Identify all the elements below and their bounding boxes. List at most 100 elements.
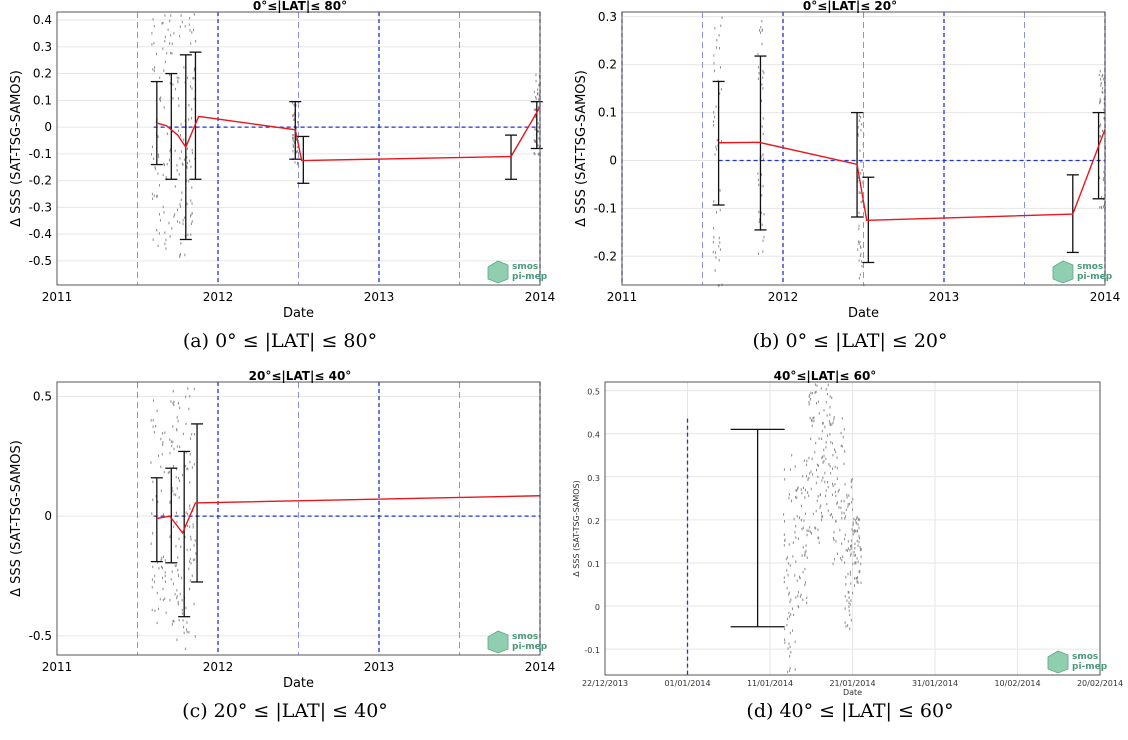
sample-point: [825, 441, 827, 444]
sample-point: [802, 598, 804, 601]
sample-point: [856, 557, 858, 560]
sample-point: [1103, 98, 1105, 101]
sample-point: [720, 139, 722, 143]
sample-point: [169, 500, 171, 503]
sample-point: [758, 183, 760, 187]
sample-point: [815, 390, 817, 394]
chart-title: 20°≤|LAT|≤ 40°: [249, 369, 352, 383]
sample-point: [157, 244, 159, 248]
sample-point: [853, 584, 855, 587]
sample-point: [180, 242, 182, 245]
sample-point: [854, 561, 856, 565]
sample-point: [167, 28, 169, 31]
sample-point: [845, 508, 847, 512]
sample-point: [538, 137, 540, 140]
sample-point: [714, 251, 716, 254]
sample-point: [762, 184, 764, 188]
sample-point: [185, 422, 187, 426]
sample-point: [716, 148, 718, 151]
sample-point: [809, 416, 811, 420]
sample-point: [797, 486, 799, 489]
sample-point: [809, 530, 811, 534]
sample-point: [811, 532, 813, 535]
sample-point: [713, 124, 715, 127]
sample-point: [761, 223, 763, 227]
sample-point: [1103, 77, 1105, 81]
sample-point: [157, 153, 159, 156]
sample-point: [180, 545, 182, 549]
sample-point: [719, 92, 721, 95]
sample-point: [814, 383, 816, 386]
sample-point: [192, 523, 194, 526]
sample-point: [713, 200, 715, 203]
sample-point: [164, 35, 166, 39]
sample-point: [150, 461, 152, 464]
sample-point: [789, 564, 791, 567]
sample-point: [860, 116, 862, 119]
sample-point: [783, 533, 785, 536]
sample-point: [846, 493, 848, 497]
sample-point: [802, 545, 804, 549]
sample-point: [164, 163, 166, 167]
sample-point: [825, 446, 827, 449]
sample-point: [194, 635, 196, 638]
sample-point: [535, 97, 537, 100]
sample-point: [857, 134, 859, 137]
sample-point: [852, 591, 854, 595]
sample-point: [177, 401, 179, 405]
y-tick-label: -0.2: [29, 174, 52, 188]
sample-point: [844, 561, 846, 565]
sample-point: [178, 496, 180, 499]
sample-point: [534, 140, 536, 143]
sample-point: [825, 401, 827, 404]
sample-point: [179, 157, 181, 160]
sample-point: [806, 529, 808, 532]
sample-point: [762, 87, 764, 90]
y-tick-label: -0.2: [594, 249, 617, 263]
sample-point: [816, 384, 818, 387]
sample-point: [801, 491, 803, 495]
sample-point: [297, 120, 299, 124]
sample-point: [159, 597, 161, 601]
sample-point: [804, 583, 806, 587]
sample-point: [190, 233, 192, 236]
sample-point: [805, 581, 807, 584]
sample-point: [812, 512, 814, 516]
sample-point: [176, 445, 178, 448]
sample-point: [811, 424, 813, 428]
sample-point: [181, 473, 183, 477]
sample-point: [817, 536, 819, 540]
sample-point: [795, 536, 797, 539]
caption-c: (c) 20° ≤ |LAT| ≤ 40°: [182, 700, 388, 722]
x-tick-label: 01/01/2014: [664, 679, 710, 688]
y-tick-label: 0: [44, 509, 52, 523]
sample-point: [825, 387, 827, 391]
sample-point: [538, 126, 540, 129]
sample-point: [793, 613, 795, 617]
sample-point: [821, 518, 823, 521]
sample-point: [1103, 205, 1105, 208]
sample-point: [758, 71, 760, 75]
sample-point: [833, 558, 835, 561]
sample-point: [759, 29, 761, 32]
sample-point: [292, 101, 294, 105]
sample-point: [808, 400, 810, 404]
chart-panel-b: 0.3 0.2 0.1 0 -0.1 -0.2 2011 2012 2013 2014 0°≤|LA…: [565, 0, 1128, 370]
sample-point: [829, 413, 831, 416]
sample-point: [1103, 117, 1105, 120]
sample-point: [173, 32, 175, 35]
sample-point: [822, 461, 824, 464]
sample-point: [153, 69, 155, 73]
sample-point: [859, 546, 861, 549]
sample-point: [176, 638, 178, 641]
sample-point: [165, 611, 167, 614]
sample-point: [797, 537, 799, 541]
x-tick-label: 2011: [42, 290, 73, 304]
sample-point: [188, 567, 190, 571]
sample-point: [169, 535, 171, 538]
sample-point: [761, 19, 763, 23]
sample-point: [186, 467, 188, 471]
sample-point: [176, 487, 178, 490]
x-tick-label: 2013: [364, 660, 395, 674]
sample-point: [712, 120, 714, 123]
